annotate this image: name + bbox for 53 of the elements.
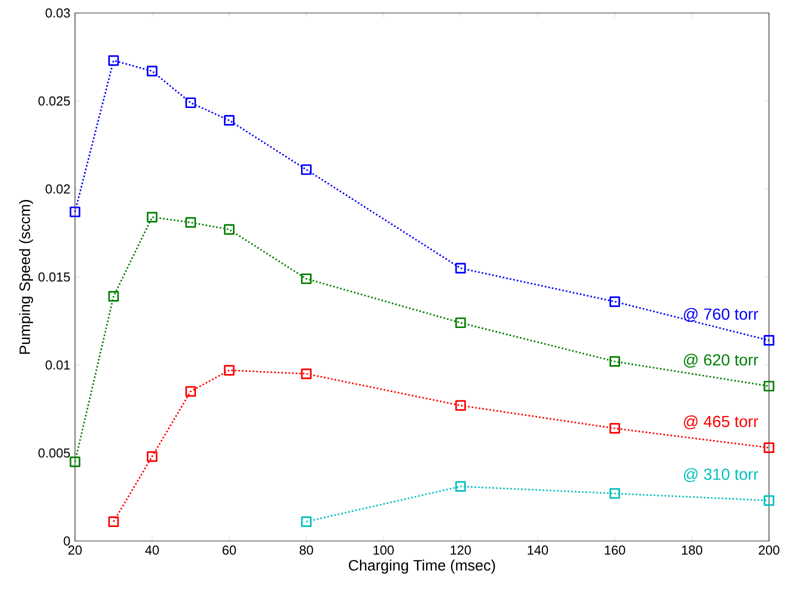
x-tick-label: 140: [528, 546, 548, 555]
point: [146, 66, 158, 76]
point: [609, 296, 620, 307]
point: [301, 164, 312, 175]
point: [764, 495, 774, 506]
point: [70, 456, 80, 468]
series-label: @ 760 torr: [684, 308, 758, 322]
x-tick-label: 100: [374, 546, 394, 555]
point: [70, 206, 80, 218]
series-label: @ 620 torr: [684, 354, 758, 368]
y-tick-label: 0.015: [38, 272, 70, 282]
x-tick-label: 60: [222, 546, 236, 555]
point: [764, 380, 774, 392]
point: [455, 481, 466, 492]
point: [455, 262, 466, 274]
point: [301, 516, 312, 527]
point: [455, 317, 466, 328]
point: [108, 516, 119, 527]
point: [609, 423, 620, 434]
x-tick-label: 160: [604, 546, 626, 555]
point: [146, 451, 158, 462]
point: [224, 115, 235, 126]
x-tick-label: 20: [68, 546, 82, 555]
point: [764, 335, 774, 346]
point: [301, 273, 312, 284]
point: [185, 97, 196, 108]
series-label: @ 310 torr: [684, 468, 758, 482]
point: [609, 488, 620, 499]
y-tick-label: 0: [64, 536, 70, 546]
point: [224, 224, 235, 235]
x-tick-label: 80: [300, 546, 314, 555]
point: [301, 368, 312, 380]
point: [224, 364, 235, 376]
point: [108, 291, 119, 302]
x-axis-title: Charging Time (msec): [348, 560, 495, 574]
y-tick-label: 0.025: [38, 96, 70, 106]
point: [609, 356, 620, 367]
point: [108, 55, 119, 66]
y-axis-title: Pumping Speed (sccm): [19, 200, 34, 354]
x-tick-label: 180: [682, 546, 702, 555]
y-tick-label: 0.02: [46, 184, 70, 194]
point: [764, 442, 774, 454]
point: [185, 217, 196, 228]
point: [146, 212, 158, 222]
y-tick-label: 0.01: [46, 360, 70, 370]
series-label: @ 465 torr: [684, 415, 758, 430]
x-tick-label: 120: [450, 546, 471, 555]
x-tick-label: 40: [145, 546, 159, 555]
point: [455, 400, 466, 411]
x-tick-label: 200: [758, 546, 780, 555]
y-tick-label: 0.03: [46, 8, 70, 18]
point: [185, 386, 196, 397]
y-tick-label: 0.005: [38, 448, 70, 458]
